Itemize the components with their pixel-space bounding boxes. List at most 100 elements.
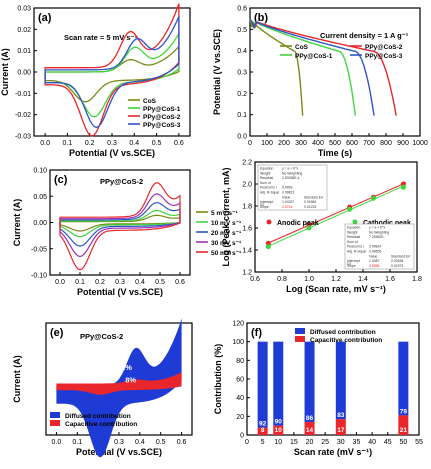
y-tick-label: 0.05 xyxy=(33,194,47,201)
fit-table-cell: D2 xyxy=(260,203,264,207)
fit-table-cell: Intercept xyxy=(260,200,273,204)
x-axis-label: Potential (V vs.SCE) xyxy=(77,287,163,297)
fit-line xyxy=(265,182,407,245)
legend-label: CoS xyxy=(143,98,157,105)
fit-table-cell: Slope xyxy=(347,264,356,268)
y-axis-label: Log (Peak current, mA) xyxy=(221,167,231,266)
x-tick-label: 0.6 xyxy=(177,439,187,446)
x-tick-label: 200 xyxy=(278,140,290,147)
x-tick-label: 1.0 xyxy=(304,276,314,283)
y-tick-label: 100 xyxy=(232,339,244,346)
legend-label: Diffused contribution xyxy=(310,329,376,336)
legend-label: Capacitive contribution xyxy=(65,421,137,428)
bar-label-diffused: 79 xyxy=(400,408,408,415)
y-tick-label: 0.02 xyxy=(17,27,31,34)
y-axis-label: Current (A) xyxy=(12,355,22,403)
y-tick-label: 1.4 xyxy=(242,248,252,255)
annotation: Current density = 1 A g⁻¹ xyxy=(320,31,409,40)
x-tick-label: 600 xyxy=(346,140,358,147)
bar-diffused xyxy=(398,341,409,416)
x-tick-label: 0.2 xyxy=(85,140,95,147)
fit-table-cell: No Weighting xyxy=(282,171,302,175)
y-tick-label: -0.03 xyxy=(15,134,31,141)
x-tick-label: 45 xyxy=(384,439,392,446)
fit-table-cell: Value xyxy=(282,195,291,199)
y-tick-label: -0.02 xyxy=(15,112,31,119)
x-tick-label: 30 xyxy=(337,439,345,446)
panel-2: 0 100 200 300 400 500 600 700 800 900 1000 0.0 0.1 0.… xyxy=(212,6,428,159)
x-tick-label: 900 xyxy=(397,140,409,147)
x-tick-label: 1.8 xyxy=(412,276,422,283)
x-axis-label: Scan rate (mV s⁻¹) xyxy=(294,447,372,457)
bar-diffused xyxy=(335,341,346,420)
fit-table-cell: Value xyxy=(369,254,378,258)
bar-label-capacitive: 8 xyxy=(261,427,265,434)
x-tick-label: 0.1 xyxy=(63,140,73,147)
x-tick-label: 300 xyxy=(295,140,307,147)
y-tick-label: 0.00 xyxy=(17,70,31,77)
x-tick-label: 40 xyxy=(368,439,376,446)
fit-table-cell: Residual xyxy=(260,176,273,180)
panel-letter: (b) xyxy=(254,12,268,24)
x-tick-label: 0.4 xyxy=(135,439,145,446)
fit-table-cell: y = a + b*x xyxy=(282,167,299,171)
bar-diffused xyxy=(257,341,268,428)
legend-swatch xyxy=(295,328,305,334)
x-axis-label: Potential (V vs.SCE) xyxy=(76,447,162,457)
y-tick-label: 0.03 xyxy=(17,6,31,13)
legend-marker xyxy=(352,219,358,225)
x-tick-label: 0.1 xyxy=(75,279,85,286)
legend-label: CoS xyxy=(295,44,309,51)
bar-capacitive xyxy=(273,425,284,435)
y-tick-label: 0.00 xyxy=(33,220,47,227)
y-tick-label: 0.10 xyxy=(33,168,47,175)
y-tick-label: 1.2 xyxy=(242,270,252,277)
legend-label: PPy@CoS-2 xyxy=(365,44,403,51)
legend-swatch xyxy=(295,336,305,342)
x-tick-label: 55 xyxy=(415,439,423,446)
y-tick-label: 20 xyxy=(236,414,244,421)
y-axis-label: Current (A) xyxy=(12,199,22,247)
x-tick-label: 0.6 xyxy=(250,276,260,283)
fit-table-cell: Weight xyxy=(347,230,358,234)
gcd-curve xyxy=(249,18,357,116)
fit-table-cell: 0.5724 xyxy=(282,205,292,209)
bar-label-diffused: 90 xyxy=(275,419,283,426)
fit-table-cell: Pearson's r xyxy=(260,186,278,190)
x-tick-label: 400 xyxy=(312,140,324,147)
y-tick-label: -0.10 xyxy=(31,273,47,280)
x-tick-label: 0.3 xyxy=(115,279,125,286)
legend-label: PPy@CoS-3 xyxy=(143,122,181,129)
cv-curve xyxy=(44,16,180,129)
fit-table-cell: Equation xyxy=(260,167,273,171)
fit-table-cell: Equation xyxy=(347,226,360,230)
y-tick-label: 0.1 xyxy=(237,112,247,119)
y-tick-label: 0.01 xyxy=(17,48,31,55)
cv-curve xyxy=(44,31,180,118)
panel-letter: (a) xyxy=(38,12,52,24)
x-tick-label: 0.8 xyxy=(277,276,287,283)
annotation: Scan rate = 5 mV s⁻¹ xyxy=(64,33,137,42)
panel-3: 0.0 0.1 0.2 0.3 0.4 0.5 0.6 -0.10 -0.05 0.00 0.05 0… xyxy=(12,168,241,298)
annotation: PPy@CoS-2 xyxy=(100,177,143,186)
x-tick-label: 0.5 xyxy=(152,140,162,147)
y-tick-label: 80 xyxy=(236,358,244,365)
y-tick-label: 0 xyxy=(240,433,244,440)
fit-table xyxy=(344,223,415,270)
fit-table-cell: D2 xyxy=(347,262,351,266)
y-axis-label: Contribution (%) xyxy=(213,344,223,414)
bar-diffused xyxy=(273,341,284,426)
fit-table-cell: Adj. R-Squar xyxy=(260,191,280,195)
x-tick-label: 0.0 xyxy=(55,279,65,286)
fit-table-cell: Weight xyxy=(260,171,271,175)
fit-table-cell: 0.5555 xyxy=(369,264,379,268)
fit-table-cell: Pearson's r xyxy=(347,245,365,249)
x-tick-label: 0.6 xyxy=(174,140,184,147)
y-tick-label: 0.6 xyxy=(237,6,247,13)
data-label: 92% xyxy=(117,363,132,372)
fit-table-cell: Sum of xyxy=(347,240,358,244)
cv-curve xyxy=(59,182,181,271)
legend-swatch xyxy=(50,412,60,418)
panel-letter: (f) xyxy=(251,327,262,339)
